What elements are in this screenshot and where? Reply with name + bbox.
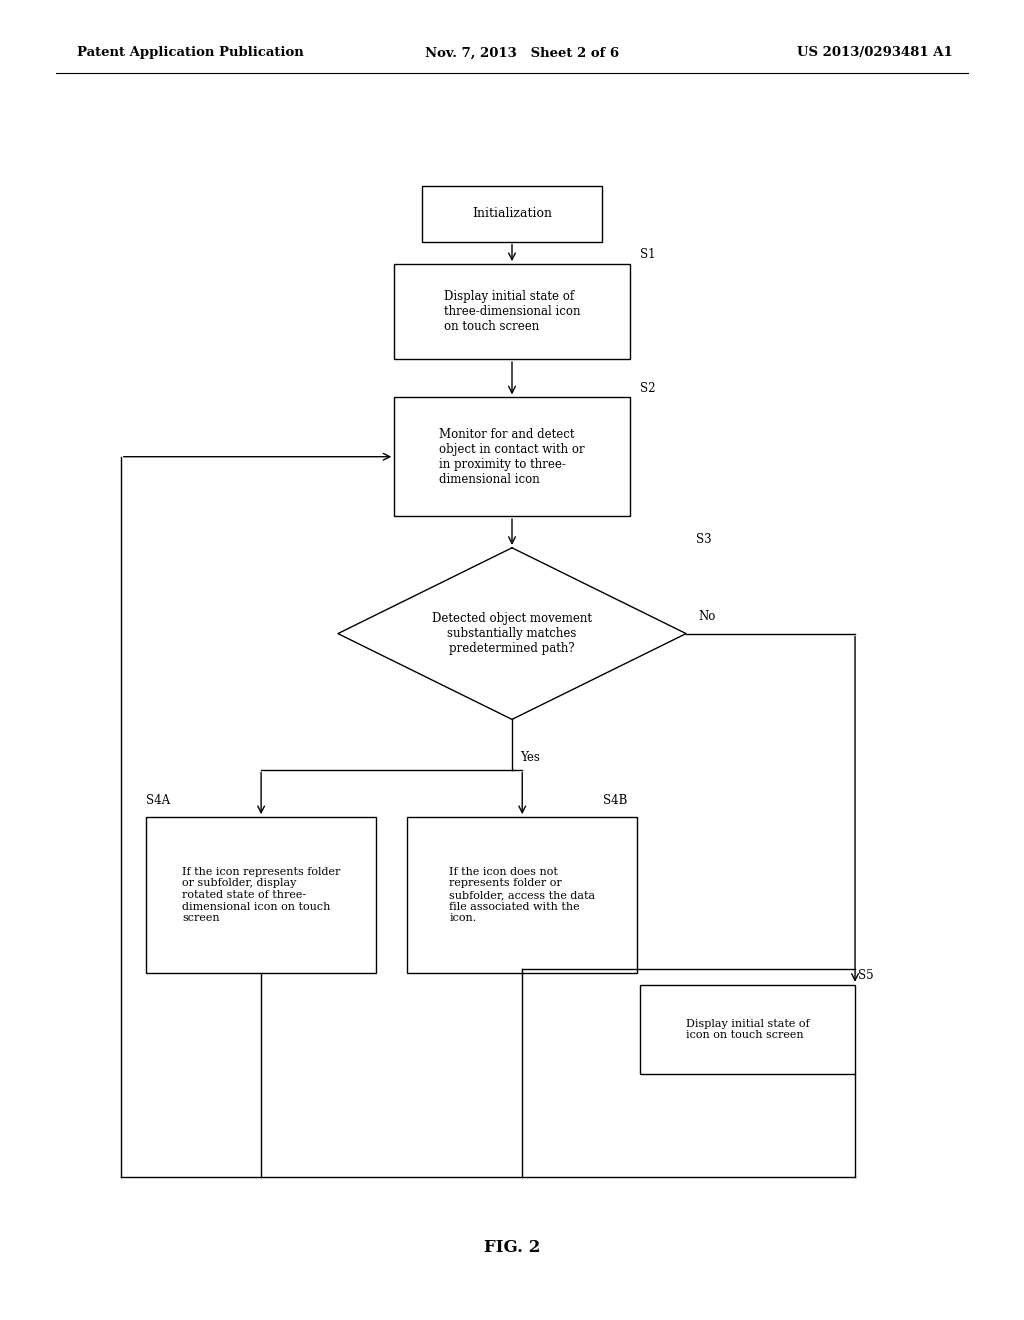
Text: FIG. 2: FIG. 2 bbox=[483, 1239, 541, 1255]
Text: Nov. 7, 2013   Sheet 2 of 6: Nov. 7, 2013 Sheet 2 of 6 bbox=[425, 46, 620, 59]
Text: S3: S3 bbox=[696, 533, 712, 546]
Text: S2: S2 bbox=[640, 381, 655, 395]
Text: S1: S1 bbox=[640, 248, 655, 261]
Bar bbox=[408, 817, 637, 973]
Text: If the icon does not
represents folder or
subfolder, access the data
file associ: If the icon does not represents folder o… bbox=[450, 867, 595, 923]
Bar bbox=[640, 985, 855, 1074]
Text: Patent Application Publication: Patent Application Publication bbox=[77, 46, 303, 59]
Text: No: No bbox=[698, 610, 716, 623]
Text: Yes: Yes bbox=[520, 751, 540, 764]
Text: Monitor for and detect
object in contact with or
in proximity to three-
dimensio: Monitor for and detect object in contact… bbox=[439, 428, 585, 486]
Text: S5: S5 bbox=[858, 969, 873, 982]
Text: Initialization: Initialization bbox=[472, 207, 552, 220]
Text: US 2013/0293481 A1: US 2013/0293481 A1 bbox=[797, 46, 952, 59]
Bar bbox=[394, 397, 630, 516]
Polygon shape bbox=[338, 548, 686, 719]
Bar bbox=[394, 264, 630, 359]
Text: Detected object movement
substantially matches
predetermined path?: Detected object movement substantially m… bbox=[432, 612, 592, 655]
Text: S4B: S4B bbox=[603, 793, 627, 807]
Bar bbox=[146, 817, 377, 973]
Text: Display initial state of
three-dimensional icon
on touch screen: Display initial state of three-dimension… bbox=[443, 290, 581, 333]
Text: Display initial state of
icon on touch screen: Display initial state of icon on touch s… bbox=[686, 1019, 809, 1040]
Text: S4A: S4A bbox=[146, 793, 170, 807]
Bar bbox=[422, 186, 601, 242]
Text: If the icon represents folder
or subfolder, display
rotated state of three-
dime: If the icon represents folder or subfold… bbox=[182, 867, 340, 923]
